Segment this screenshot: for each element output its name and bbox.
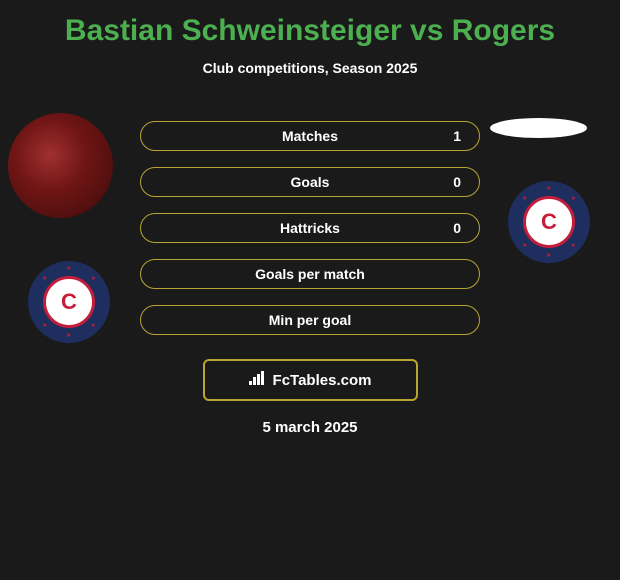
stat-label: Min per goal [269,312,351,328]
stat-row-matches: Matches 1 [140,121,480,151]
stat-label: Matches [282,128,338,144]
player-photo-right-placeholder [490,118,587,138]
stat-row-min-per-goal: Min per goal [140,305,480,335]
club-logo-left: C ★ ★ ★ ★ ★ ★ [28,261,110,343]
date-label: 5 march 2025 [262,419,357,436]
stat-value-right: 1 [453,128,461,144]
stat-row-goals: Goals 0 [140,167,480,197]
stat-row-goals-per-match: Goals per match [140,259,480,289]
stat-label: Hattricks [280,220,340,236]
stat-value-right: 0 [453,174,461,190]
page-title: Bastian Schweinsteiger vs Rogers [65,14,555,48]
stat-value-right: 0 [453,220,461,236]
club-logo-right: C ★ ★ ★ ★ ★ ★ [508,181,590,263]
club-logo-letter: C [541,209,557,235]
stat-label: Goals per match [255,266,365,282]
stat-row-hattricks: Hattricks 0 [140,213,480,243]
club-badge-icon: C ★ ★ ★ ★ ★ ★ [28,261,110,343]
fctables-attribution: FcTables.com [203,359,418,401]
page-subtitle: Club competitions, Season 2025 [203,60,418,76]
fctables-label: FcTables.com [273,372,372,389]
club-badge-icon: C ★ ★ ★ ★ ★ ★ [508,181,590,263]
stat-label: Goals [291,174,330,190]
stats-area: C ★ ★ ★ ★ ★ ★ C ★ ★ ★ ★ ★ [0,121,620,436]
player-photo-left [8,113,113,218]
chart-icon [249,371,267,390]
club-logo-letter: C [61,289,77,315]
